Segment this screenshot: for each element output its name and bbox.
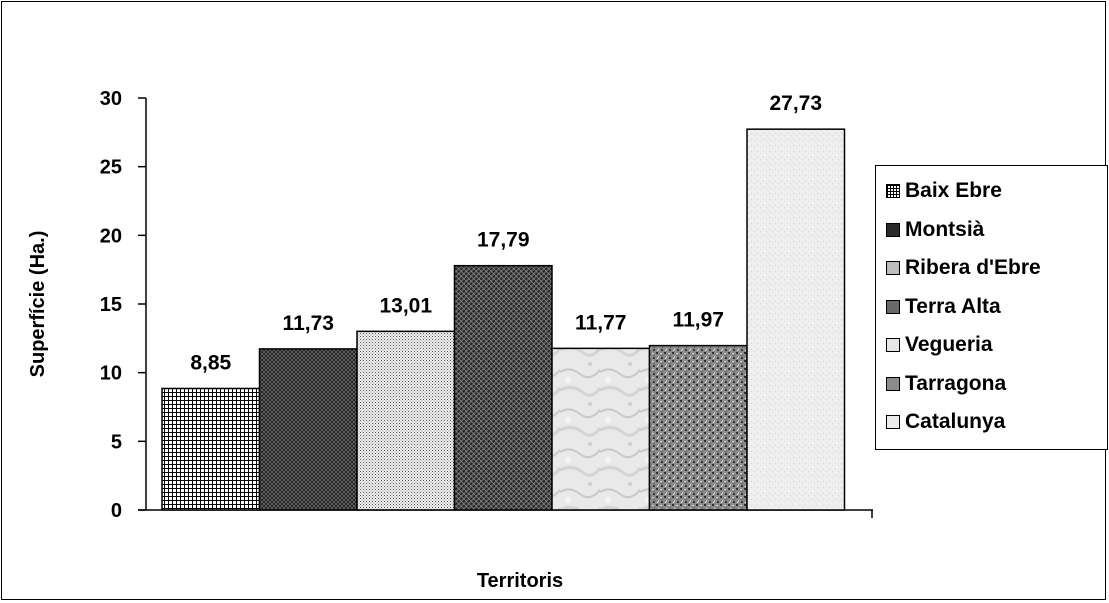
- legend: Baix Ebre Montsià Ribera d'Ebre Terra Alta V…: [875, 165, 1108, 450]
- bar-montsi-: [258, 348, 358, 511]
- bar-terra-alta: [453, 264, 553, 511]
- legend-item: Vegueria: [886, 330, 993, 360]
- legend-label: Montsià: [905, 217, 985, 241]
- data-label: 17,79: [477, 229, 530, 252]
- bar-vegueria: [551, 347, 651, 511]
- legend-item: Baix Ebre: [886, 176, 1002, 206]
- legend-label: Terra Alta: [905, 294, 1001, 318]
- y-tick-label: 20: [100, 225, 122, 247]
- y-tick-label: 30: [100, 88, 122, 110]
- y-tick-label: 0: [111, 500, 122, 522]
- data-label: 8,85: [190, 351, 231, 374]
- legend-swatch: [886, 184, 900, 198]
- legend-swatch: [886, 338, 900, 352]
- x-axis-title: Territoris: [476, 570, 564, 592]
- legend-swatch: [886, 261, 900, 275]
- legend-label: Tarragona: [905, 371, 1007, 395]
- y-axis-title: Superfície (Ha.): [27, 231, 49, 378]
- bars: [161, 128, 846, 511]
- legend-item: Catalunya: [886, 407, 1005, 437]
- legend-swatch: [886, 415, 900, 429]
- y-tick-label: 5: [111, 431, 122, 453]
- data-label: 11,73: [283, 312, 334, 335]
- data-label: 11,77: [575, 311, 626, 334]
- y-tick-label: 10: [100, 363, 122, 385]
- legend-swatch: [886, 222, 900, 237]
- y-tick-label: 25: [100, 157, 122, 179]
- legend-item: Tarragona: [886, 369, 1006, 399]
- bar-catalunya: [746, 128, 846, 511]
- legend-item: Terra Alta: [886, 292, 1001, 322]
- data-label: 13,01: [379, 294, 432, 317]
- y-tick-label: 15: [100, 294, 122, 316]
- legend-item: Ribera d'Ebre: [886, 253, 1041, 283]
- bar-tarragona: [648, 344, 748, 511]
- legend-swatch: [886, 299, 900, 314]
- legend-label: Baix Ebre: [905, 179, 1002, 202]
- bar-baix-ebre: [161, 387, 261, 511]
- data-label: 11,97: [673, 309, 724, 332]
- data-label: 27,73: [769, 92, 822, 115]
- value-labels: 8,85 11,73 13,01 17,79 11,77 11,97 27,73: [190, 92, 822, 374]
- legend-label: Vegueria: [905, 333, 993, 356]
- legend-label: Catalunya: [905, 410, 1006, 433]
- bar-ribera-d-ebre: [356, 330, 456, 511]
- legend-swatch: [886, 376, 900, 391]
- legend-label: Ribera d'Ebre: [905, 256, 1041, 279]
- legend-item: Montsià: [886, 215, 984, 245]
- y-ticks: 0 5 10 15 20 25 30: [100, 88, 873, 522]
